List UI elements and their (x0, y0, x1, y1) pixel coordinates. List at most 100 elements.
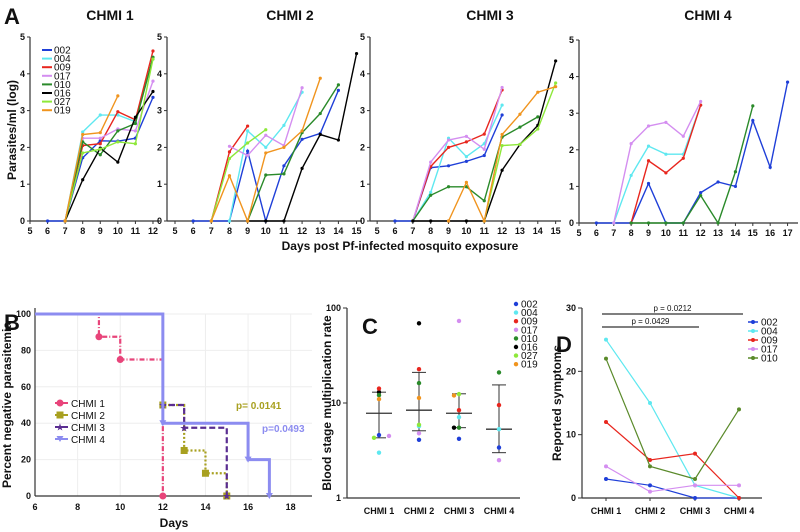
y-tick-label: 10 (566, 430, 576, 440)
data-point-004 (646, 144, 651, 148)
data-point-016 (318, 132, 322, 137)
x-tick-label: 9 (245, 226, 250, 236)
data-point-009 (646, 159, 651, 163)
y-tick-label: 5 (360, 32, 365, 42)
data-point-019 (416, 395, 422, 401)
y-tick-label: 4 (569, 72, 574, 82)
legend-marker (751, 338, 755, 342)
legend-label: 004 (761, 327, 778, 338)
x-tick-label: 8 (75, 502, 80, 512)
y-axis-label: Blood stage multiplication rate (320, 315, 334, 491)
data-point-027 (264, 128, 268, 132)
data-point-002 (191, 219, 195, 223)
data-point-004 (604, 337, 608, 342)
data-point-017 (464, 134, 468, 138)
data-point-009 (446, 145, 451, 149)
data-point-016 (336, 138, 340, 142)
data-point-010 (496, 370, 502, 375)
data-point-002 (464, 159, 468, 163)
series-line-004 (613, 104, 702, 224)
x-tick-label: 16 (765, 228, 775, 238)
x-tick-label: 7 (410, 226, 415, 236)
y-tick-label: 3 (360, 106, 365, 116)
p-value-annotation: p= 0.0141 (236, 401, 282, 412)
chart-c: 1 10 100 Blood stage multiplication rate CHM… (320, 300, 538, 517)
data-point-017 (98, 136, 102, 140)
x-tick-label: 15 (551, 226, 561, 236)
legend-label: 009 (54, 63, 71, 74)
data-point-027 (227, 156, 232, 161)
series-line-017 (605, 465, 739, 493)
data-point-019 (227, 174, 232, 178)
x-tick-label: 5 (27, 226, 32, 236)
data-point-019 (81, 132, 85, 137)
data-point-004 (227, 219, 232, 223)
x-tick-label: 10 (113, 226, 123, 236)
x-tick-label: 12 (497, 226, 507, 236)
x-tick-label: 9 (98, 226, 103, 236)
data-point-016 (416, 321, 422, 326)
series-line-017 (229, 87, 303, 157)
x-tick-label: 13 (315, 226, 325, 236)
data-point-019 (246, 219, 250, 223)
data-point-010 (318, 111, 322, 116)
y-tick-label: 20 (566, 366, 576, 376)
data-point-019 (518, 112, 522, 116)
x-tick-label: 6 (191, 226, 196, 236)
data-point-017 (699, 99, 703, 104)
data-point-010 (133, 121, 138, 126)
data-point-017 (227, 144, 232, 148)
data-point-027 (536, 127, 540, 131)
legend-label: 002 (521, 300, 538, 311)
data-point-009 (456, 407, 462, 413)
legend-marker: ★ (56, 423, 65, 434)
data-point-002 (446, 164, 451, 168)
y-tick-label: 80 (21, 345, 31, 355)
data-point-017 (446, 138, 451, 142)
data-point-016 (500, 168, 504, 172)
data-point-002 (496, 445, 502, 450)
data-point-002 (456, 436, 462, 441)
legend-label: 019 (521, 360, 538, 371)
km-marker: ★ (180, 423, 189, 434)
data-point-009 (416, 366, 422, 372)
data-point-010 (648, 464, 652, 469)
data-point-004 (648, 401, 652, 405)
x-tick-label: 11 (131, 226, 141, 236)
y-tick-label: 2 (360, 142, 365, 152)
data-point-009 (664, 171, 668, 175)
data-point-009 (376, 386, 382, 391)
series-line-019 (64, 95, 119, 222)
series-line-009 (64, 50, 154, 222)
data-point-002 (151, 95, 155, 99)
legend-marker-017 (513, 327, 519, 332)
data-point-017 (456, 318, 462, 324)
data-point-017 (416, 431, 422, 436)
data-point-004 (500, 103, 504, 107)
panel-letter-c: C (362, 314, 378, 339)
y-tick-label: 60 (21, 382, 31, 392)
data-point-016 (451, 425, 457, 430)
km-marker (201, 469, 209, 477)
data-point-016 (133, 115, 138, 119)
y-tick-label: 100 (16, 309, 31, 319)
x-tick-label: CHMI 4 (484, 506, 515, 516)
x-tick-label: 9 (446, 226, 451, 236)
data-point-027 (456, 391, 462, 397)
data-point-002 (300, 137, 304, 141)
km-marker (265, 493, 273, 499)
data-point-019 (209, 219, 213, 223)
x-axis-label: Days (160, 516, 189, 530)
data-point-009 (246, 124, 250, 128)
data-point-017 (646, 124, 651, 128)
data-point-004 (81, 130, 85, 134)
km-marker (95, 333, 103, 341)
data-point-017 (482, 147, 486, 151)
x-tick-label: CHMI 3 (444, 506, 475, 516)
x-tick-label: CHMI 1 (591, 506, 622, 516)
data-point-010 (751, 104, 755, 108)
legend-marker-004 (513, 310, 519, 315)
x-tick-label: 7 (209, 226, 214, 236)
km-curve-3 (35, 312, 271, 496)
